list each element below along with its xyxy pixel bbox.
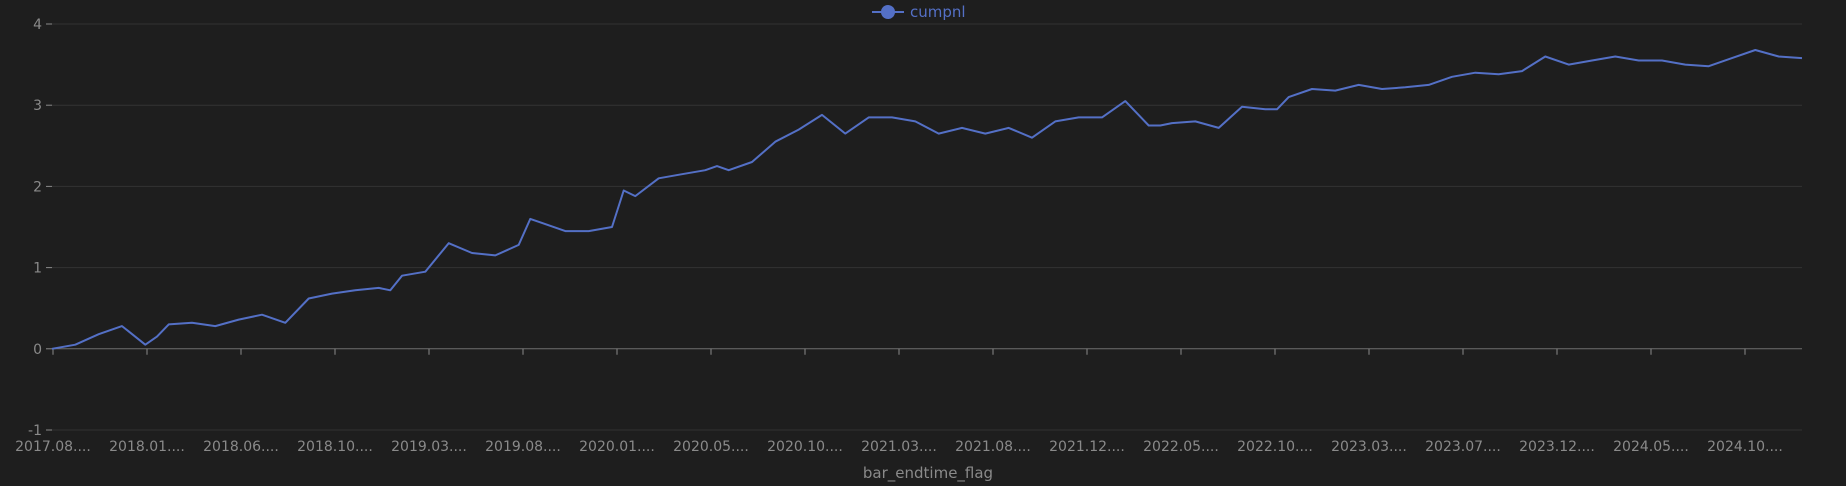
y-tick-label: 0 (33, 342, 42, 358)
x-tick-label: 2019.08.... (485, 439, 561, 455)
legend-label-cumpnl: cumpnl (910, 3, 966, 21)
series-layer (51, 49, 1803, 350)
x-tick-label: 2021.12.... (1049, 439, 1125, 455)
x-tick-label: 2018.01.... (109, 439, 185, 455)
x-tick-label: 2023.03.... (1331, 439, 1407, 455)
legend[interactable]: cumpnl (872, 3, 966, 21)
x-axis-title: bar_endtime_flag (863, 464, 993, 483)
x-tick-label: 2024.05.... (1613, 439, 1689, 455)
x-axis: 2017.08.... 2018.01.... 2018.06.... 2018.10… (15, 348, 1783, 455)
y-tick-label: -1 (28, 423, 42, 439)
x-tick-label: 2020.01.... (579, 439, 655, 455)
x-tick-label: 2023.07.... (1425, 439, 1501, 455)
x-tick-label: 2023.12.... (1519, 439, 1595, 455)
x-tick-label: 2018.06.... (203, 439, 279, 455)
x-tick-label: 2022.10.... (1237, 439, 1313, 455)
series-line-cumpnl[interactable] (51, 49, 1803, 350)
x-tick-label: 2021.03.... (861, 439, 937, 455)
y-tick-label: 4 (33, 17, 42, 33)
x-tick-label: 2018.10.... (297, 439, 373, 455)
y-tick-label: 1 (33, 261, 42, 277)
legend-marker-dot (881, 5, 895, 19)
x-tick-label: 2020.10.... (767, 439, 843, 455)
x-tick-label: 2021.08.... (955, 439, 1031, 455)
x-tick-label: 2019.03.... (391, 439, 467, 455)
y-axis: -1 0 1 2 3 4 (28, 17, 52, 439)
x-tick-label: 2024.10.... (1707, 439, 1783, 455)
x-tick-label: 2022.05.... (1143, 439, 1219, 455)
x-tick-label: 2017.08.... (15, 439, 91, 455)
y-tick-label: 2 (33, 179, 42, 195)
grid-layer (52, 23, 1802, 431)
x-tick-label: 2020.05.... (673, 439, 749, 455)
y-tick-label: 3 (33, 98, 42, 114)
